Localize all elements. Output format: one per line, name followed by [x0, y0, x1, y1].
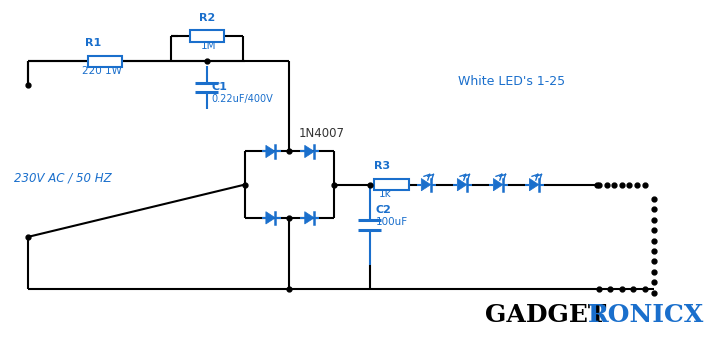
FancyBboxPatch shape	[189, 30, 224, 41]
Text: RONICX: RONICX	[588, 303, 704, 327]
Text: 1M: 1M	[201, 41, 217, 51]
Polygon shape	[266, 212, 275, 224]
Text: 220 1W: 220 1W	[83, 66, 122, 76]
Polygon shape	[305, 212, 314, 224]
Text: R3: R3	[374, 161, 390, 171]
Text: R2: R2	[199, 13, 215, 23]
Polygon shape	[305, 145, 314, 158]
Polygon shape	[421, 178, 431, 191]
Text: 1k: 1k	[379, 189, 392, 199]
Polygon shape	[493, 178, 503, 191]
Text: 1N4007: 1N4007	[299, 127, 345, 140]
FancyBboxPatch shape	[374, 179, 408, 190]
Text: White LED's 1-25: White LED's 1-25	[458, 75, 565, 88]
Text: GADGET: GADGET	[485, 303, 607, 327]
Text: 230V AC / 50 HZ: 230V AC / 50 HZ	[14, 171, 112, 185]
Text: C1: C1	[212, 82, 228, 92]
Polygon shape	[266, 145, 275, 158]
Text: 100uF: 100uF	[375, 217, 408, 227]
Text: C2: C2	[375, 205, 391, 215]
Polygon shape	[529, 178, 539, 191]
FancyBboxPatch shape	[88, 56, 122, 67]
Text: 0.22uF/400V: 0.22uF/400V	[212, 94, 273, 104]
Polygon shape	[457, 178, 467, 191]
Text: R1: R1	[85, 38, 102, 48]
